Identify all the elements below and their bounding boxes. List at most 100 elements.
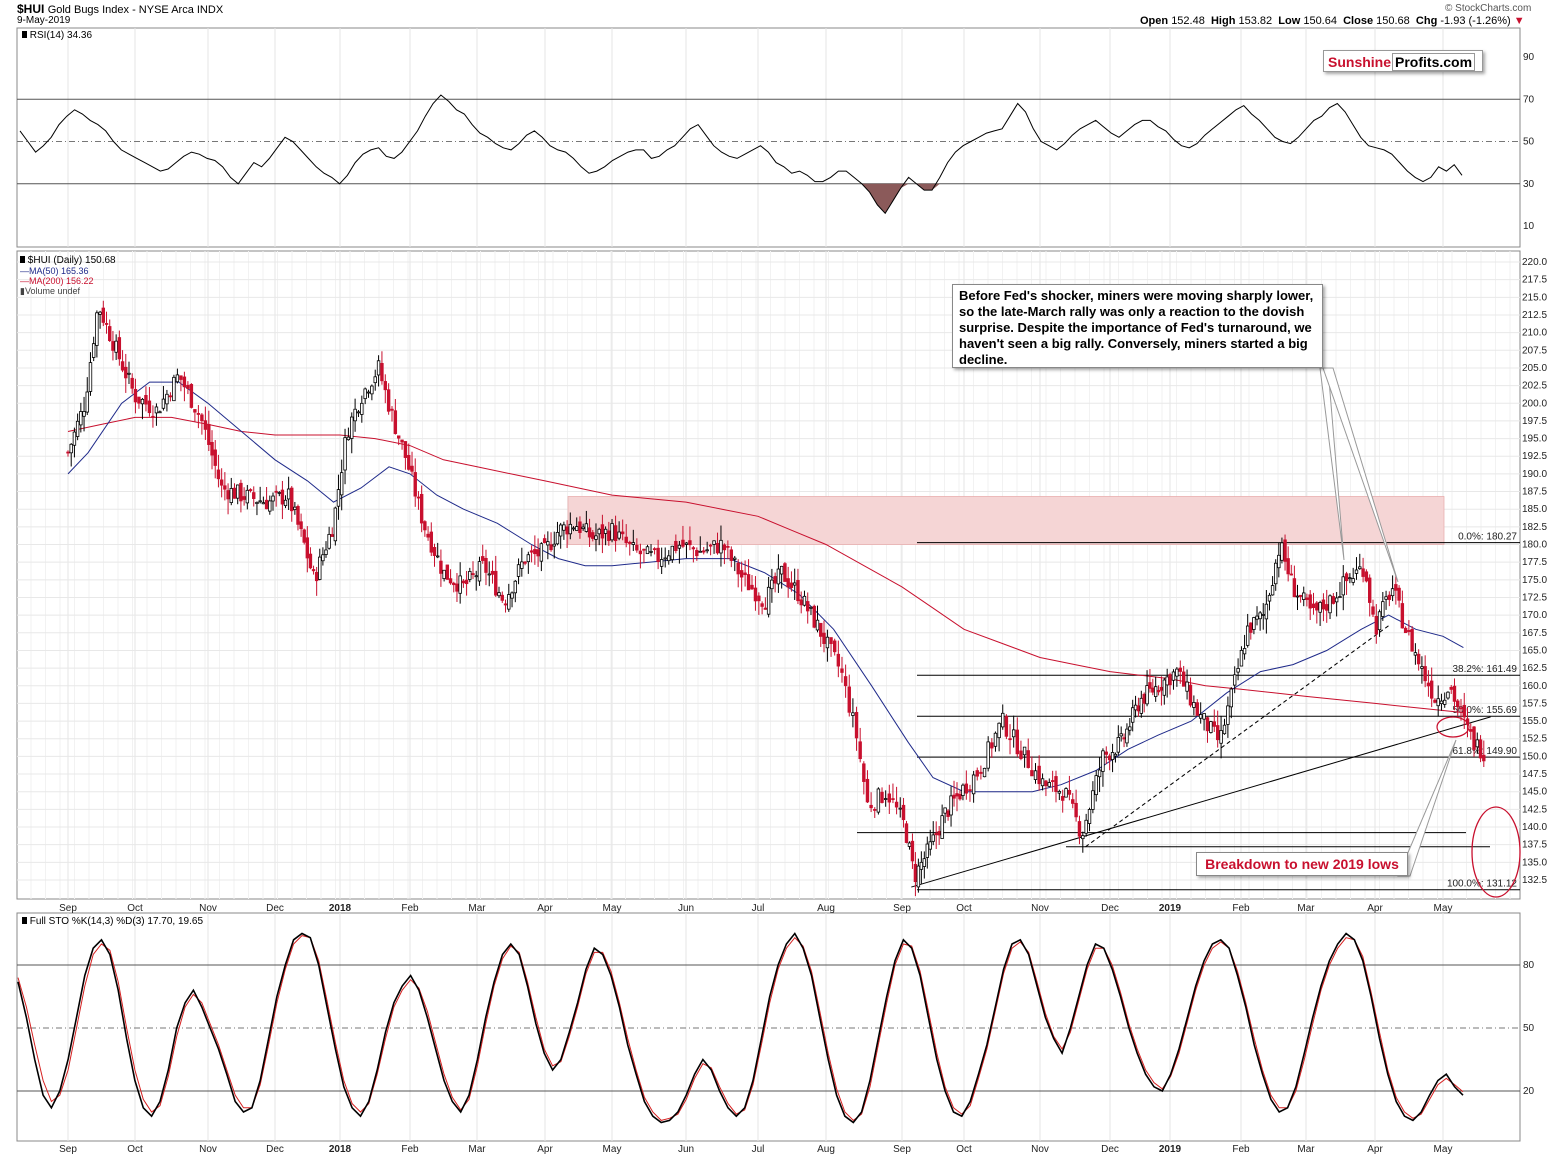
candle-body [1364, 571, 1369, 582]
candle-body [144, 395, 148, 405]
candle-body [1212, 721, 1216, 727]
candle-body [1159, 686, 1164, 691]
candle-body [507, 594, 511, 610]
candle-body [490, 570, 495, 575]
candle-body [565, 526, 569, 535]
x-axis-label: Oct [956, 903, 972, 914]
candle-body [858, 741, 862, 760]
fib-label: 38.2%: 161.49 [1453, 664, 1518, 675]
candle-body [360, 402, 364, 415]
candle-body [919, 861, 924, 870]
price-tick-label: 187.5 [1522, 487, 1547, 498]
watermark: © StockCharts.com [1445, 3, 1532, 14]
x-axis-label: Apr [537, 1144, 553, 1155]
candle-body [1277, 554, 1281, 569]
candle-body [258, 500, 262, 503]
x-axis-label: Feb [401, 1144, 419, 1155]
candle-body [308, 553, 313, 569]
x-axis-label: Jul [752, 1144, 765, 1155]
candle-body [880, 791, 884, 803]
candle-body [691, 547, 696, 550]
candle-body [1459, 707, 1463, 710]
price-tick-label: 170.0 [1522, 610, 1547, 621]
candle-body [1128, 726, 1132, 731]
candle-body [876, 788, 881, 813]
candle-body [1429, 680, 1434, 699]
price-tick-label: 145.0 [1522, 787, 1547, 798]
x-axis-label: 2018 [329, 1144, 352, 1155]
x-axis-label: Oct [127, 903, 143, 914]
candle-body [286, 488, 291, 500]
candle-body [324, 549, 328, 555]
candle-body [442, 569, 446, 580]
candle-body [1097, 769, 1102, 778]
ohlc-readout: Open 152.48 High 153.82 Low 150.64 Close… [1140, 15, 1525, 27]
candle-body [1361, 568, 1365, 577]
candle-body [1044, 780, 1048, 787]
candle-body [789, 582, 794, 589]
candle-body [946, 810, 950, 817]
candle-body [1054, 776, 1058, 792]
candle-body [423, 521, 427, 531]
candle-body [1175, 668, 1179, 677]
down-arrow-icon: ▼ [1513, 15, 1525, 27]
candle-body [952, 794, 956, 799]
candle-body [104, 323, 109, 325]
x-axis-label: Feb [401, 903, 419, 914]
candle-body [1113, 753, 1118, 757]
candle-body [1482, 754, 1486, 762]
candle-body [584, 523, 589, 532]
candle-body [617, 531, 621, 539]
x-axis-label: Apr [1367, 903, 1383, 914]
candle-body [770, 579, 774, 590]
candle-body [659, 559, 664, 567]
candle-body [520, 561, 524, 569]
candle-body [1050, 780, 1055, 782]
candle-body [620, 531, 625, 535]
index-name: Gold Bugs Index - NYSE Arca INDX [47, 4, 224, 16]
candle-body [986, 741, 990, 769]
candle-body [1298, 594, 1303, 597]
candle-body [549, 544, 553, 551]
candle-body [1403, 627, 1408, 634]
price-tick-label: 140.0 [1522, 822, 1547, 833]
candle-body [1084, 819, 1088, 834]
candle-body [1101, 750, 1105, 772]
candle-body [124, 366, 128, 379]
candle-body [757, 595, 761, 602]
candle-body [1171, 671, 1176, 681]
candle-body [783, 563, 787, 582]
candle-body [865, 778, 870, 803]
candle-body [261, 502, 266, 505]
candle-body [958, 794, 962, 800]
stoch-tick-label: 80 [1523, 960, 1535, 971]
candle-body [1110, 752, 1115, 760]
candle-body [193, 409, 197, 413]
candle-body [719, 539, 723, 554]
candle-body [268, 500, 272, 512]
candle-body [299, 521, 303, 530]
candle-body [898, 807, 902, 810]
candle-body [88, 362, 93, 392]
candle-body [1443, 699, 1447, 705]
candle-body [1026, 750, 1030, 768]
candle-body [1384, 596, 1388, 600]
candle-body [663, 557, 667, 560]
price-tick-label: 152.5 [1522, 734, 1547, 745]
candle-body [503, 603, 508, 606]
candle-body [581, 526, 585, 529]
candle-body [161, 398, 166, 409]
candle-body [575, 526, 579, 531]
candle-body [812, 605, 816, 628]
candle-body [1222, 724, 1227, 735]
candle-body [516, 564, 521, 577]
candle-body [356, 411, 361, 414]
candle-body [1030, 770, 1034, 777]
candle-body [410, 465, 414, 472]
candle-body [468, 571, 472, 580]
candle-body [736, 562, 740, 575]
candle-body [1321, 599, 1326, 610]
candle-body [1008, 738, 1012, 741]
candle-body [568, 523, 573, 535]
candle-body [327, 533, 331, 549]
